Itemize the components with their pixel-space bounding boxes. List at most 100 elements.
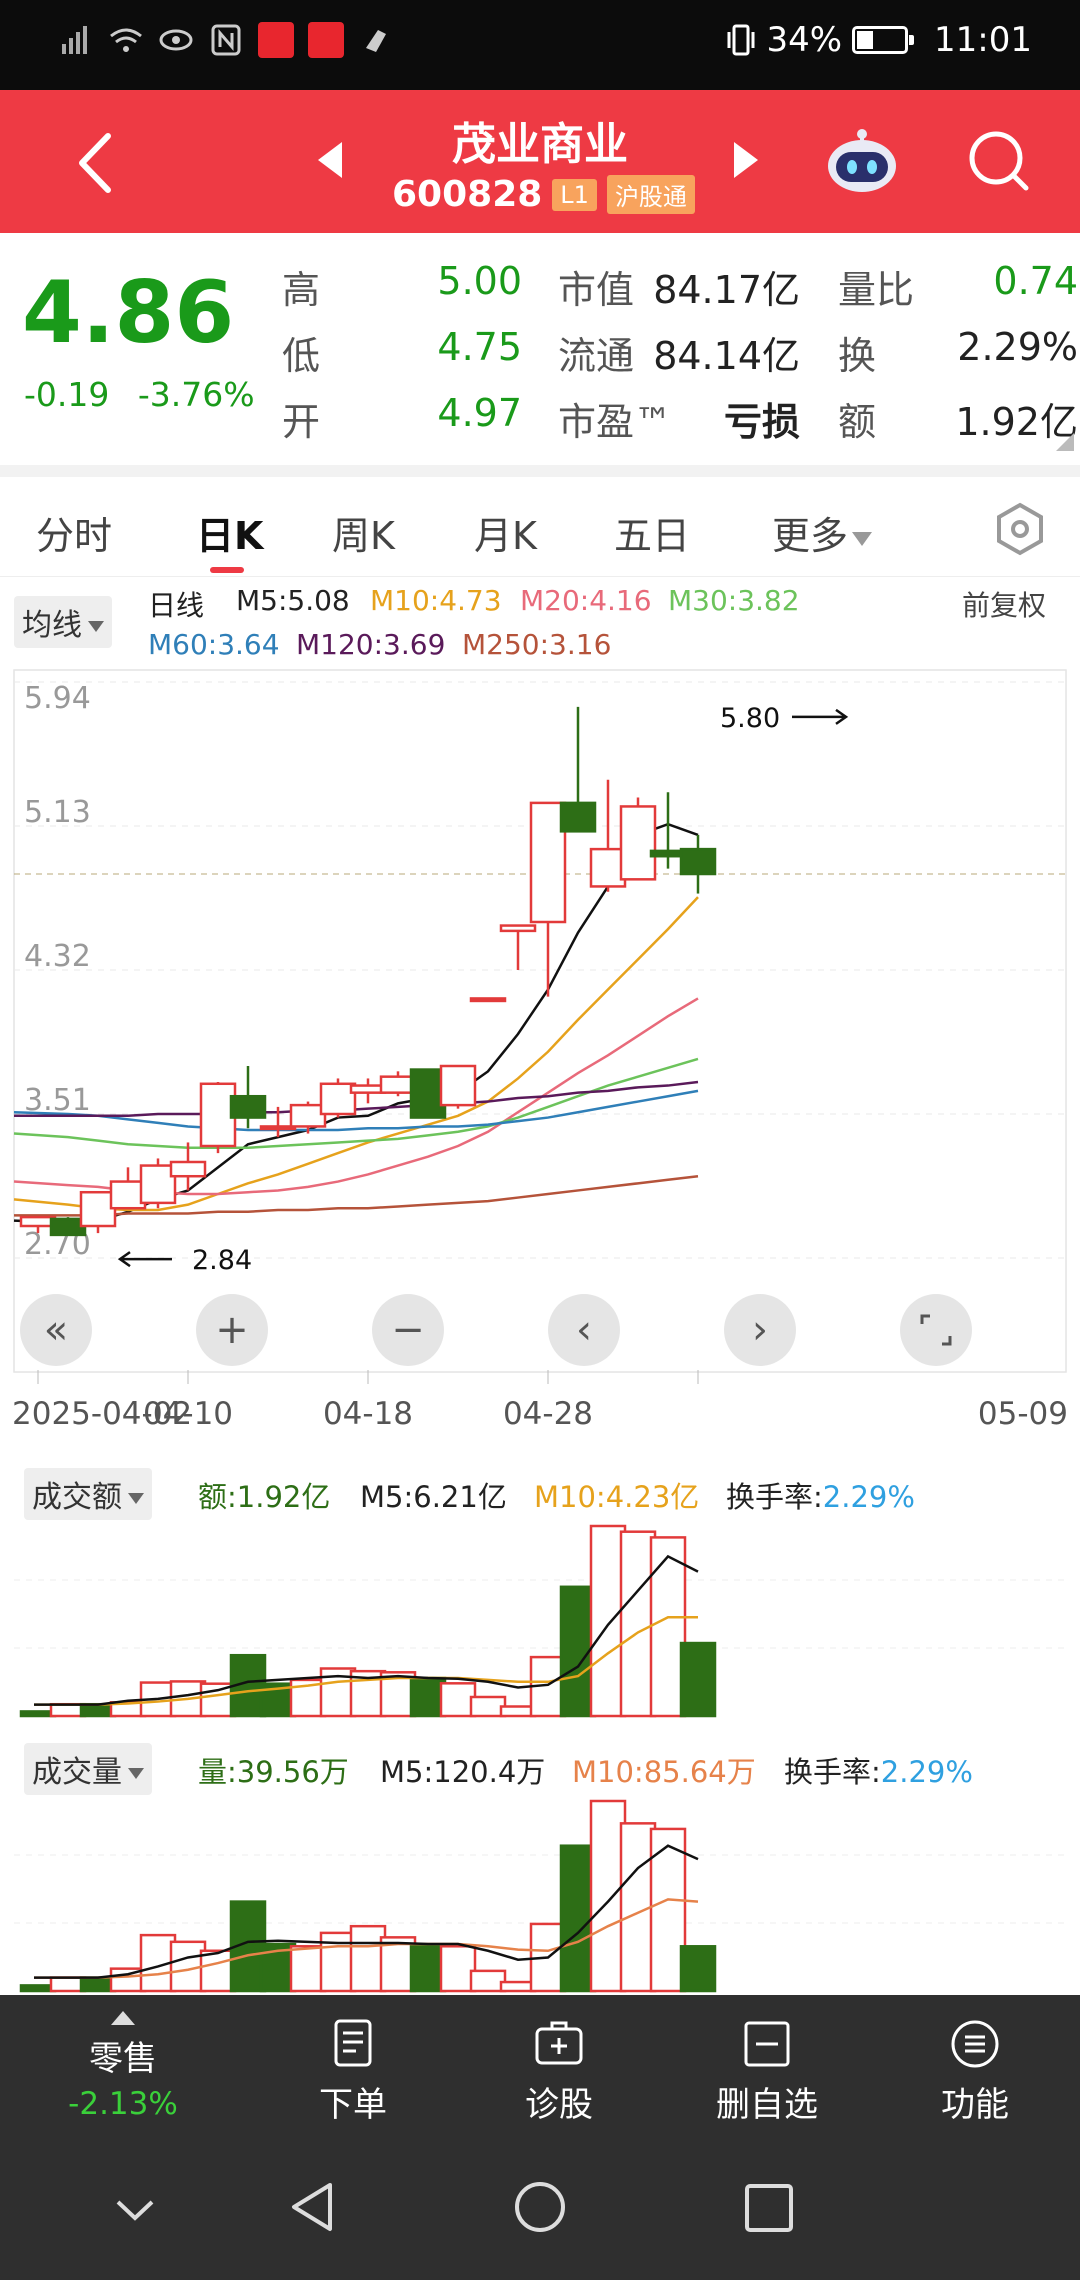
volratio-label: 量比	[838, 259, 914, 314]
remove-watchlist-button[interactable]: 删自选	[682, 2017, 852, 2126]
diagnose-button[interactable]: 诊股	[474, 2017, 644, 2126]
remove-watchlist-label: 删自选	[682, 2077, 852, 2126]
adjust-mode[interactable]: 前复权	[962, 584, 1046, 624]
max-price-annotation: 5.80	[720, 703, 780, 734]
y-tick-label: 5.13	[24, 795, 91, 830]
indicator-selector[interactable]: 均线	[14, 596, 112, 648]
volume-chart	[0, 1795, 1080, 1995]
amount-m10: M10:4.23亿	[534, 1474, 699, 1516]
max-arrow-icon	[792, 710, 846, 724]
caret-down-icon	[852, 532, 872, 546]
double-chevron-left-icon: «	[44, 1307, 68, 1353]
tab-daily-k[interactable]: 日K	[196, 505, 263, 560]
legend-m20: M20:4.16	[520, 584, 652, 617]
caret-down-icon	[128, 1768, 144, 1779]
diagnose-label: 诊股	[474, 2077, 644, 2126]
pe-value: 亏损	[690, 391, 800, 446]
y-tick-label: 4.32	[24, 939, 91, 974]
divider	[0, 465, 1080, 477]
legend-m30: M30:3.82	[668, 584, 800, 617]
kline-candles	[21, 707, 715, 1235]
scroll-left-button[interactable]: ‹	[548, 1294, 620, 1366]
y-tick-label: 5.94	[24, 681, 91, 716]
amount-chart	[0, 1520, 1080, 1720]
candle-body	[171, 1162, 205, 1176]
legend-m60: M60:3.64	[148, 628, 280, 661]
scroll-start-button[interactable]: «	[20, 1294, 92, 1366]
app-notification-icon-2	[308, 22, 344, 58]
candle-body	[621, 806, 655, 879]
plus-icon: +	[215, 1307, 249, 1353]
mktcap-label: 市值	[558, 259, 634, 314]
hgt-badge: 沪股通	[607, 175, 695, 214]
signal-icon	[58, 22, 94, 58]
amount-turnover-text: 换手率:	[726, 1480, 823, 1514]
battery-percent: 34%	[766, 20, 842, 60]
stock-header: 茂业商业 600828 L1 沪股通	[0, 90, 1080, 233]
search-icon[interactable]	[964, 126, 1034, 196]
volume-m10: M10:85.64万	[572, 1749, 756, 1791]
expand-corner-icon[interactable]	[1056, 433, 1074, 451]
zoom-out-button[interactable]: −	[372, 1294, 444, 1366]
tab-monthly-k[interactable]: 月K	[474, 505, 537, 560]
medical-kit-icon	[532, 2017, 586, 2071]
volratio-value: 0.74	[940, 259, 1080, 303]
retail-button[interactable]: 零售 -2.13%	[38, 2011, 208, 2122]
chevron-right-icon: ›	[752, 1307, 768, 1353]
active-tab-indicator	[210, 567, 244, 573]
retail-label: 零售	[38, 2031, 208, 2080]
level1-badge: L1	[552, 179, 597, 211]
tab-more-label: 更多	[772, 514, 848, 558]
battery-icon	[852, 26, 908, 54]
high-label: 高	[282, 259, 320, 314]
tab-more[interactable]: 更多	[772, 505, 872, 560]
x-tick-label: 04-10	[143, 1396, 233, 1432]
min-arrow-icon	[120, 1252, 172, 1266]
volume-indicator-selector[interactable]: 成交量	[24, 1743, 152, 1795]
ma-legend: 均线 日线 M5:5.08 M10:4.73 M20:4.16 M30:3.82…	[0, 578, 1080, 668]
amount-header: 成交额 额:1.92亿 M5:6.21亿 M10:4.23亿 换手率:2.29%	[0, 1460, 1080, 1520]
low-label: 低	[282, 325, 320, 380]
float-value: 84.14亿	[650, 325, 800, 380]
wifi-icon	[108, 22, 144, 58]
volume-m5: M5:120.4万	[380, 1749, 545, 1791]
amount-indicator-selector[interactable]: 成交额	[24, 1468, 152, 1520]
x-tick-label: 05-09	[978, 1396, 1068, 1432]
functions-button[interactable]: 功能	[890, 2017, 1060, 2126]
settings-hexagon-icon[interactable]	[992, 501, 1048, 557]
amount-selector-label: 成交额	[32, 1480, 122, 1515]
scroll-right-button[interactable]: ›	[724, 1294, 796, 1366]
candle-body	[471, 998, 505, 1001]
fullscreen-icon	[918, 1312, 954, 1348]
legend-m250: M250:3.16	[462, 628, 611, 661]
amount-turnover-value: 2.29%	[823, 1480, 915, 1514]
robot-assistant-icon[interactable]	[822, 122, 902, 202]
menu-circle-icon	[948, 2017, 1002, 2071]
nav-home-icon[interactable]	[510, 2177, 570, 2237]
tab-weekly-k[interactable]: 周K	[332, 505, 395, 560]
hand-icon	[358, 22, 394, 58]
retail-percent: -2.13%	[38, 2086, 208, 2122]
triangle-up-icon	[111, 2011, 135, 2025]
candle-body	[681, 849, 715, 874]
volume-selector-label: 成交量	[32, 1755, 122, 1790]
order-button[interactable]: 下单	[268, 2017, 438, 2126]
nav-recents-icon[interactable]	[742, 2181, 796, 2235]
tab-intraday[interactable]: 分时	[36, 505, 112, 560]
zoom-in-button[interactable]: +	[196, 1294, 268, 1366]
fullscreen-button[interactable]	[900, 1294, 972, 1366]
clock: 11:01	[934, 20, 1032, 60]
high-value: 5.00	[380, 259, 522, 303]
next-stock-button[interactable]	[734, 142, 758, 178]
volume-turnover-value: 2.29%	[881, 1755, 973, 1789]
candle-body	[561, 803, 595, 831]
open-label: 开	[282, 391, 320, 446]
candle-body	[231, 1096, 265, 1117]
eye-icon	[158, 22, 194, 58]
system-navigation-bar	[0, 2145, 1080, 2280]
nav-back-icon[interactable]	[284, 2177, 340, 2237]
minus-box-icon	[740, 2017, 794, 2071]
tab-five-day[interactable]: 五日	[614, 505, 690, 560]
hide-keyboard-icon[interactable]	[110, 2190, 160, 2230]
candle-body	[501, 926, 535, 931]
